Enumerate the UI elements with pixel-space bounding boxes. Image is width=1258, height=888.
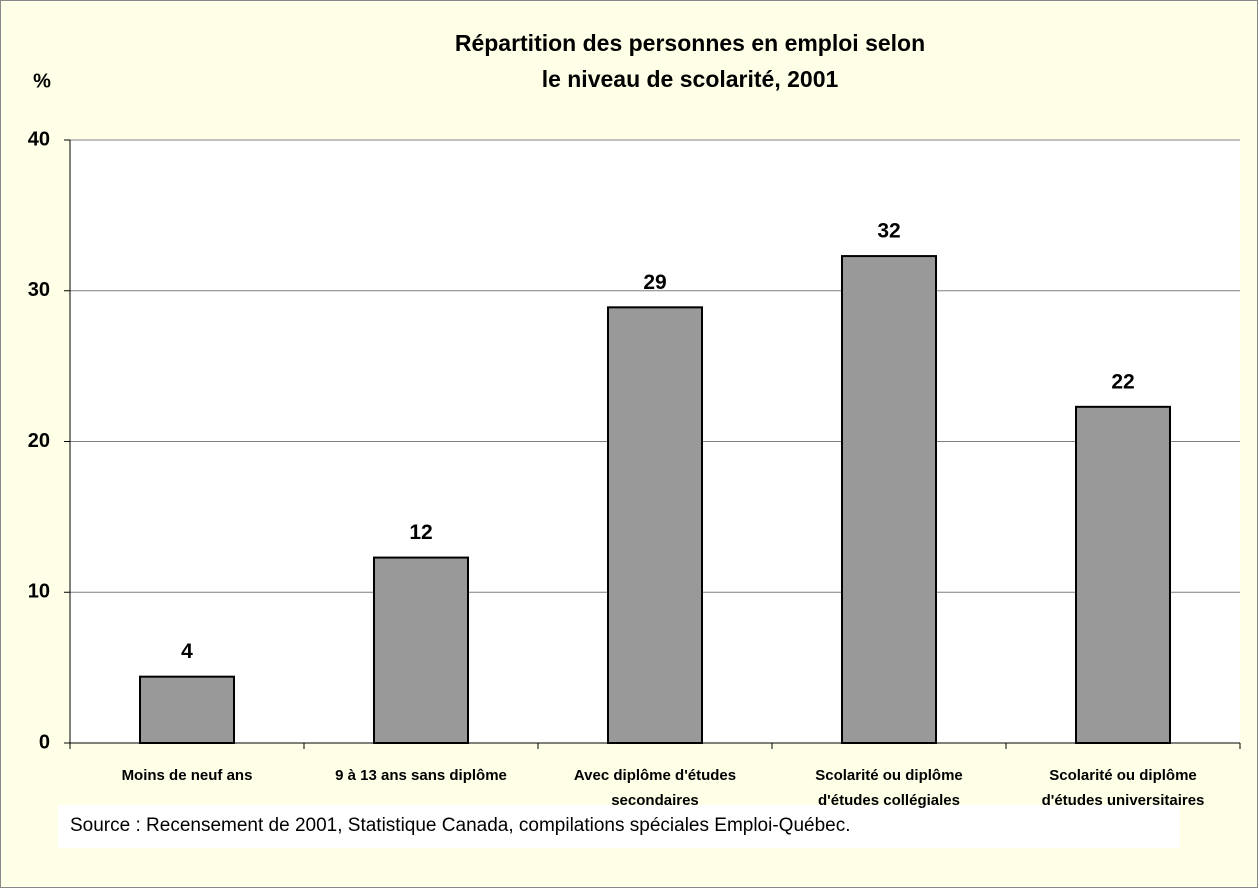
data-label: 32 (877, 220, 900, 243)
bar (1075, 405, 1171, 744)
y-axis-label: % (33, 70, 51, 92)
x-tick-label: d'études universitaires (1042, 792, 1205, 809)
data-label: 29 (643, 271, 666, 294)
y-tick-label: 20 (28, 430, 50, 452)
x-tick-label: Avec diplôme d'études (574, 767, 736, 784)
x-tick-label: secondaires (611, 792, 699, 809)
data-label: 22 (1111, 370, 1134, 393)
chart-title: Répartition des personnes en emploi selo… (455, 30, 925, 56)
y-tick-label: 30 (28, 279, 50, 301)
y-tick-label: 40 (28, 128, 50, 150)
bar (607, 306, 703, 744)
x-tick-label: 9 à 13 ans sans diplôme (335, 767, 507, 784)
bar (373, 556, 469, 745)
x-tick-label: Scolarité ou diplôme (815, 767, 963, 784)
data-label: 4 (181, 640, 193, 663)
x-tick-label: Moins de neuf ans (122, 767, 253, 784)
chart-title: le niveau de scolarité, 2001 (542, 66, 839, 92)
x-tick-label: Scolarité ou diplôme (1049, 767, 1197, 784)
bar (841, 255, 937, 744)
y-tick-label: 0 (39, 731, 50, 753)
bar (139, 675, 235, 744)
x-tick-label: d'études collégiales (818, 792, 960, 809)
source-box (58, 805, 1180, 848)
y-tick-label: 10 (28, 581, 50, 603)
data-label: 12 (409, 521, 432, 544)
source: Source : Recensement de 2001, Statistiqu… (70, 815, 851, 836)
